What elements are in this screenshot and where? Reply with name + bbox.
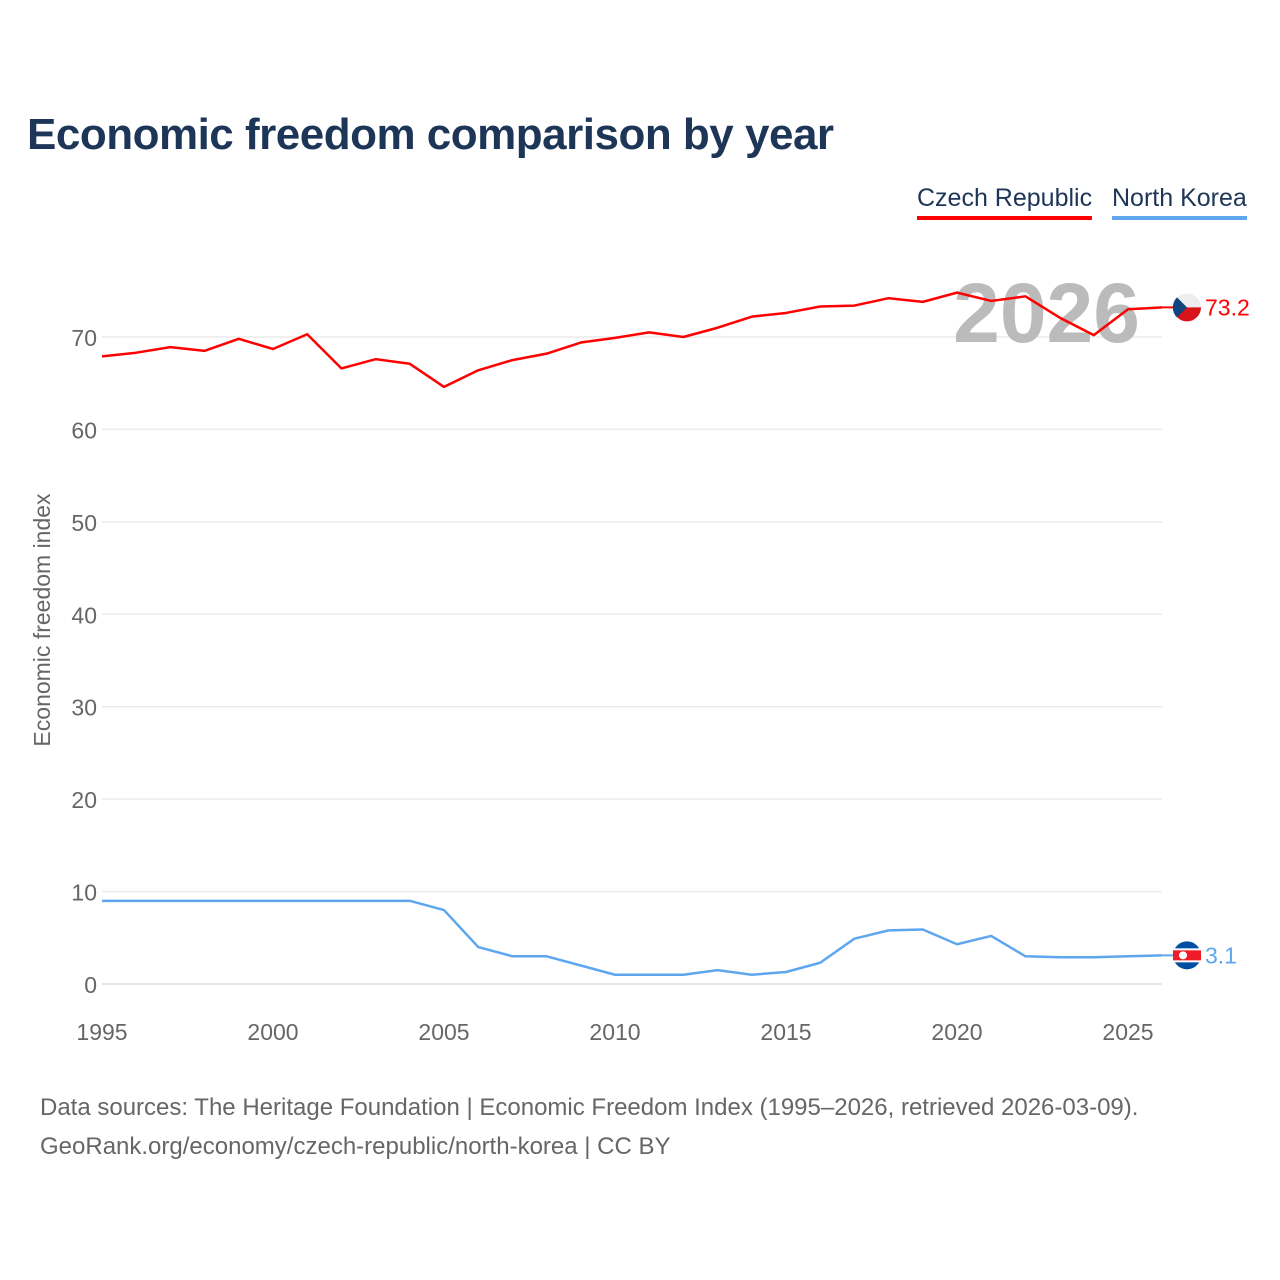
y-tick-label: 60 xyxy=(71,417,97,443)
source-line-2[interactable]: GeoRank.org/economy/czech-republic/north… xyxy=(40,1133,671,1160)
y-tick-label: 0 xyxy=(84,972,97,998)
chart-title: Economic freedom comparison by year xyxy=(27,110,834,159)
x-tick-label: 2025 xyxy=(1102,1019,1153,1045)
legend-czech-republic[interactable]: Czech Republic xyxy=(917,184,1093,220)
y-tick-label: 50 xyxy=(71,510,97,536)
x-tick-label: 2020 xyxy=(931,1019,982,1045)
year-watermark: 2026 xyxy=(953,266,1140,360)
x-tick-label: 2010 xyxy=(589,1019,640,1045)
end-value-label: 3.1 xyxy=(1205,942,1237,968)
y-tick-label: 40 xyxy=(71,602,97,628)
x-tick-label: 2015 xyxy=(760,1019,811,1045)
nk-flag-star-disc xyxy=(1179,951,1187,960)
end-value-label: 73.2 xyxy=(1205,294,1250,320)
source-note: Data sources: The Heritage Foundation | … xyxy=(40,1088,1138,1166)
czech-flag-blue xyxy=(1172,297,1187,318)
x-tick-label: 2000 xyxy=(247,1019,298,1045)
series-line-czech-republic xyxy=(101,291,1163,389)
x-tick-label: 1995 xyxy=(76,1019,127,1045)
source-line-1: Data sources: The Heritage Foundation | … xyxy=(40,1094,1139,1121)
y-tick-label: 20 xyxy=(71,787,97,813)
y-tick-label: 10 xyxy=(71,880,97,906)
y-axis-label: Economic freedom index xyxy=(29,493,55,747)
y-tick-label: 70 xyxy=(71,325,97,351)
y-tick-label: 30 xyxy=(71,695,97,721)
series-line-north-korea xyxy=(102,899,1163,977)
legend-north-korea[interactable]: North Korea xyxy=(1112,184,1247,220)
x-tick-label: 2005 xyxy=(418,1019,469,1045)
